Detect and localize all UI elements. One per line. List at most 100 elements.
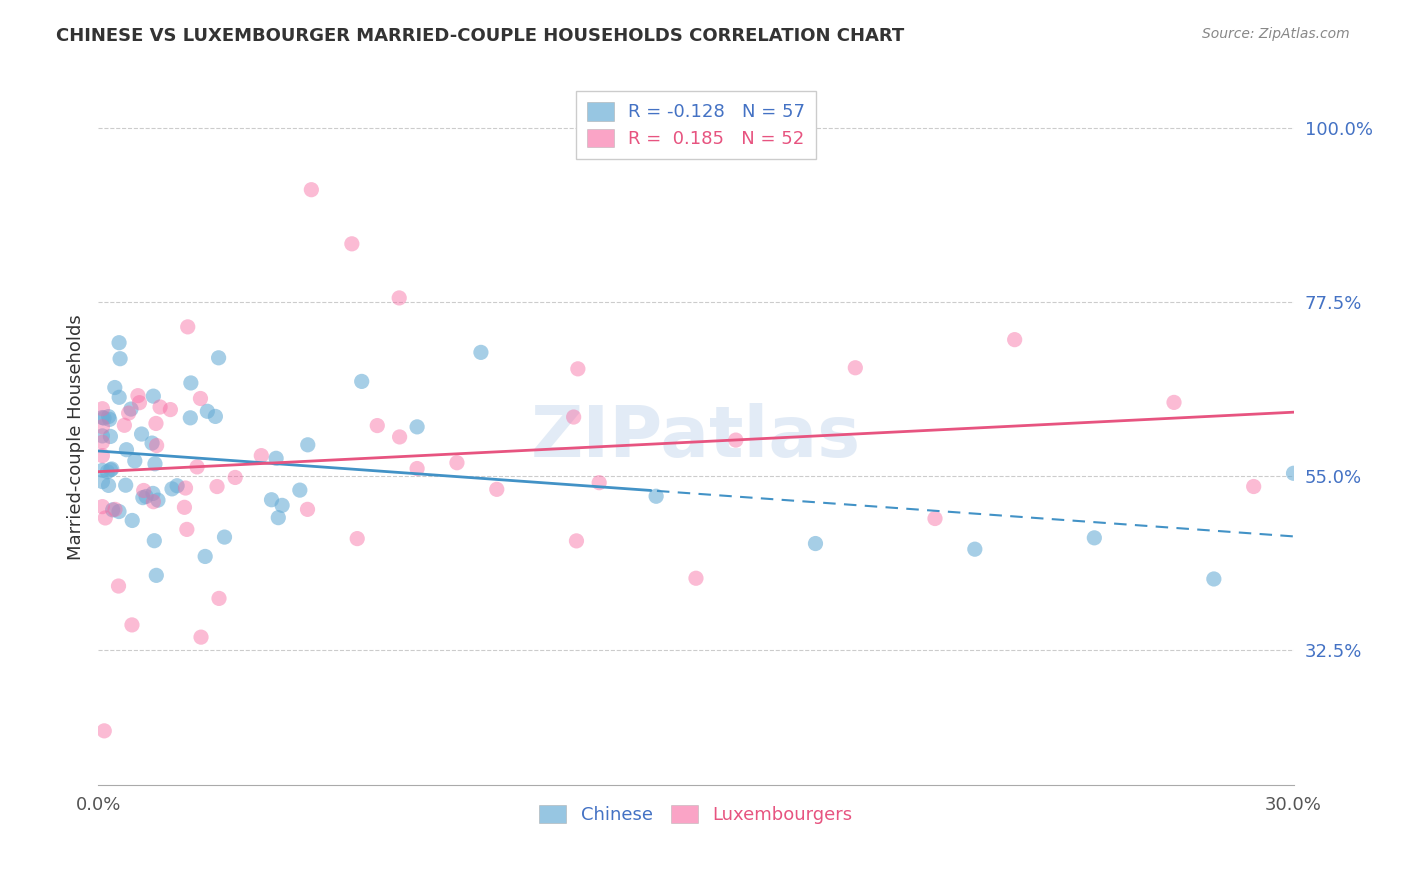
Chinese	[143, 457, 166, 471]
Chinese	[470, 345, 492, 359]
Chinese	[97, 478, 120, 492]
Luxembourgers	[685, 571, 707, 585]
Chinese	[180, 376, 202, 390]
Luxembourgers	[250, 449, 273, 463]
Chinese	[101, 503, 124, 517]
Chinese	[121, 513, 143, 527]
Luxembourgers	[159, 402, 181, 417]
Chinese	[1282, 467, 1305, 481]
Luxembourgers	[149, 400, 172, 414]
Luxembourgers	[91, 500, 114, 514]
Luxembourgers	[366, 418, 388, 433]
Luxembourgers	[346, 532, 368, 546]
Luxembourgers	[485, 483, 508, 497]
Luxembourgers	[112, 418, 135, 433]
Chinese	[96, 465, 118, 479]
Chinese	[406, 420, 429, 434]
Luxembourgers	[406, 461, 429, 475]
Luxembourgers	[565, 533, 588, 548]
Luxembourgers	[91, 449, 114, 463]
Chinese	[91, 410, 114, 425]
Luxembourgers	[588, 475, 610, 490]
Chinese	[194, 549, 217, 564]
Y-axis label: Married-couple Households: Married-couple Households	[66, 314, 84, 560]
Luxembourgers	[94, 511, 117, 525]
Luxembourgers	[1004, 333, 1026, 347]
Chinese	[146, 493, 169, 508]
Luxembourgers	[388, 291, 411, 305]
Chinese	[963, 542, 986, 557]
Luxembourgers	[1163, 395, 1185, 409]
Chinese	[100, 463, 122, 477]
Luxembourgers	[844, 360, 866, 375]
Chinese	[160, 482, 183, 496]
Luxembourgers	[142, 494, 165, 508]
Text: CHINESE VS LUXEMBOURGER MARRIED-COUPLE HOUSEHOLDS CORRELATION CHART: CHINESE VS LUXEMBOURGER MARRIED-COUPLE H…	[56, 27, 904, 45]
Luxembourgers	[107, 579, 129, 593]
Luxembourgers	[388, 430, 411, 444]
Chinese	[214, 530, 236, 544]
Luxembourgers	[299, 183, 322, 197]
Luxembourgers	[127, 389, 149, 403]
Chinese	[804, 536, 827, 550]
Chinese	[132, 491, 155, 505]
Text: Source: ZipAtlas.com: Source: ZipAtlas.com	[1202, 27, 1350, 41]
Luxembourgers	[340, 236, 363, 251]
Chinese	[135, 490, 157, 504]
Luxembourgers	[174, 481, 197, 495]
Luxembourgers	[208, 591, 231, 606]
Chinese	[204, 409, 226, 424]
Chinese	[91, 429, 114, 443]
Luxembourgers	[186, 459, 208, 474]
Chinese	[108, 390, 131, 404]
Chinese	[91, 475, 114, 489]
Chinese	[207, 351, 229, 365]
Chinese	[1083, 531, 1105, 545]
Chinese	[104, 380, 127, 394]
Luxembourgers	[562, 410, 585, 425]
Luxembourgers	[91, 401, 114, 416]
Chinese	[142, 389, 165, 403]
Luxembourgers	[91, 419, 114, 434]
Chinese	[297, 438, 319, 452]
Chinese	[108, 335, 131, 350]
Chinese	[271, 499, 294, 513]
Chinese	[115, 442, 138, 457]
Luxembourgers	[924, 511, 946, 525]
Luxembourgers	[190, 630, 212, 644]
Chinese	[91, 463, 114, 477]
Luxembourgers	[567, 361, 589, 376]
Chinese	[100, 429, 122, 443]
Luxembourgers	[93, 723, 115, 738]
Chinese	[114, 478, 136, 492]
Chinese	[179, 410, 201, 425]
Luxembourgers	[1243, 479, 1265, 493]
Luxembourgers	[224, 470, 246, 484]
Chinese	[124, 454, 146, 468]
Luxembourgers	[297, 502, 319, 516]
Text: ZIPatlas: ZIPatlas	[531, 402, 860, 472]
Chinese	[141, 436, 163, 450]
Chinese	[267, 510, 290, 524]
Chinese	[97, 409, 120, 424]
Chinese	[108, 351, 131, 366]
Luxembourgers	[190, 392, 212, 406]
Luxembourgers	[145, 417, 167, 431]
Chinese	[98, 412, 121, 426]
Luxembourgers	[177, 319, 200, 334]
Luxembourgers	[173, 500, 195, 515]
Chinese	[166, 479, 188, 493]
Luxembourgers	[145, 438, 167, 452]
Luxembourgers	[91, 435, 114, 450]
Chinese	[264, 451, 287, 466]
Chinese	[143, 533, 166, 548]
Chinese	[645, 489, 668, 503]
Luxembourgers	[104, 502, 127, 516]
Chinese	[350, 375, 373, 389]
Chinese	[195, 404, 218, 418]
Legend: Chinese, Luxembourgers: Chinese, Luxembourgers	[529, 794, 863, 835]
Chinese	[260, 492, 283, 507]
Luxembourgers	[121, 618, 143, 632]
Chinese	[108, 504, 131, 518]
Chinese	[120, 402, 142, 417]
